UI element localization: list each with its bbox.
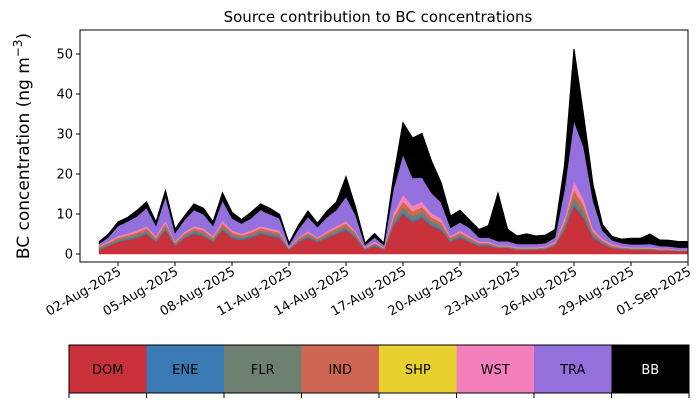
- y-axis-label-text: BC concentration (ng m: [14, 57, 34, 259]
- y-tick-label-30: 30: [56, 128, 73, 143]
- y-axis-label: BC concentration (ng m−3): [11, 33, 34, 259]
- colorbar-label-wst: WST: [481, 363, 510, 378]
- colorbar-swatch-bb: [611, 345, 689, 393]
- colorbar-label-flr: FLR: [251, 363, 275, 378]
- y-tick-label-20: 20: [56, 168, 73, 183]
- colorbar-label-tra: TRA: [559, 363, 585, 378]
- colorbar-swatch-dom: [69, 345, 147, 393]
- plot-frame: [79, 29, 689, 263]
- colorbar-frame: [68, 344, 690, 394]
- x-axis: 02-Aug-202505-Aug-202508-Aug-202511-Aug-…: [44, 262, 694, 320]
- colorbar-label-bb: BB: [641, 363, 659, 378]
- colorbar-swatch-shp: [379, 345, 457, 393]
- colorbar-label-shp: SHP: [405, 363, 431, 378]
- y-tick-label-50: 50: [56, 48, 73, 63]
- y-axis-label-superscript: −3: [11, 39, 25, 57]
- colorbar-swatch-wst: [456, 345, 534, 393]
- colorbar-swatch-ind: [301, 345, 379, 393]
- source-colorbar: DOM ENE FLR IND SHP WST TRA BB: [68, 344, 690, 398]
- colorbar-label-dom: DOM: [92, 363, 123, 378]
- y-tick-label-0: 0: [65, 248, 73, 263]
- colorbar-label-ind: IND: [328, 363, 352, 378]
- chart-title: Source contribution to BC concentrations: [224, 8, 533, 26]
- stacked-areas: [98, 49, 689, 255]
- y-axis-label-close: ): [14, 33, 34, 40]
- colorbar-label-ene: ENE: [172, 363, 198, 378]
- total-outline: [98, 49, 688, 245]
- colorbar-swatch-tra: [534, 345, 612, 393]
- y-tick-label-40: 40: [56, 88, 73, 103]
- colorbar-swatch-ene: [146, 345, 224, 393]
- colorbar-swatch-flr: [224, 345, 302, 393]
- y-axis: 0 10 20 30 40 50: [56, 48, 80, 263]
- y-tick-label-10: 10: [56, 208, 73, 223]
